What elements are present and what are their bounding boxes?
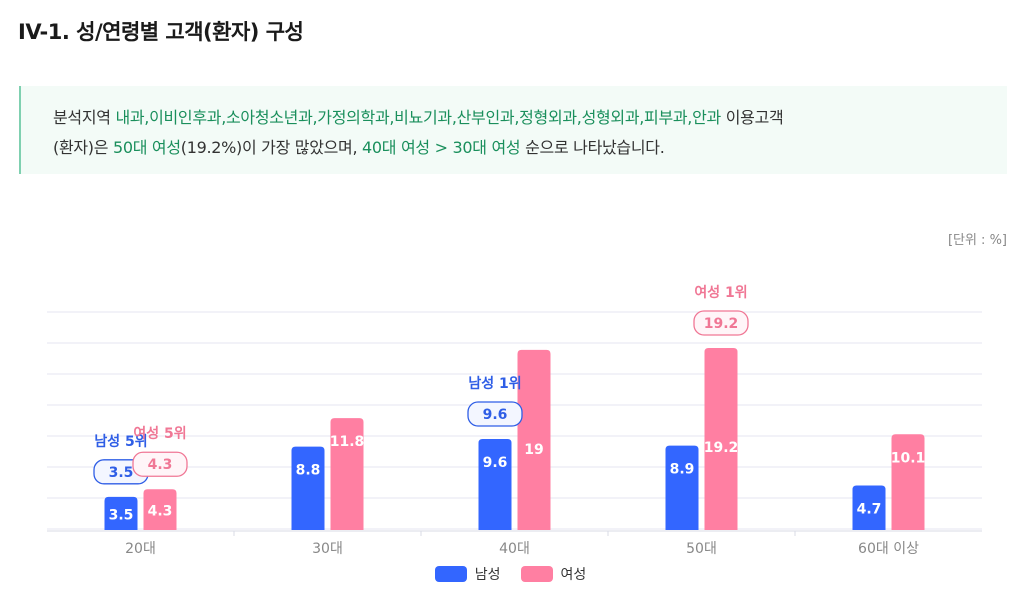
legend-swatch-female (520, 566, 553, 582)
legend-swatch-male (434, 566, 467, 582)
bar (665, 445, 699, 530)
summary-box: 분석지역 내과,이비인후과,소아청소년과,가정의학과,비뇨기과,산부인과,정형외… (19, 86, 1007, 174)
annotation-value: 19.2 (704, 316, 739, 332)
x-tick-label: 30대 (312, 541, 343, 557)
bar (517, 349, 551, 530)
bar (143, 489, 177, 530)
bar (104, 496, 138, 530)
legend-label-female: 여성 (560, 567, 587, 583)
summary-ranking: 40대 여성 > 30대 여성 (362, 138, 521, 157)
bar (891, 434, 925, 530)
annotation-rank-label: 여성 5위 (133, 425, 186, 442)
annotation-box (467, 401, 523, 427)
x-tick-label: 60대 이상 (858, 541, 919, 557)
x-tick-label: 40대 (499, 541, 530, 557)
bar (852, 485, 886, 530)
bar-value-label: 10.1 (891, 450, 926, 466)
bar (291, 446, 325, 530)
annotation-rank-label: 남성 5위 (94, 433, 147, 450)
page-title: IV-1. 성/연령별 고객(환자) 구성 (18, 20, 304, 44)
summary-top-group: 50대 여성 (112, 138, 181, 157)
summary-text-3: (환자)은 (53, 138, 113, 157)
legend-label-male: 남성 (474, 567, 501, 583)
annotation-box (132, 451, 188, 477)
annotation-rank-label: 남성 1위 (468, 375, 521, 392)
bar-value-label: 3.5 (109, 507, 134, 523)
bar-value-label: 19.2 (704, 440, 739, 456)
summary-text-2: 이용고객 (720, 108, 784, 127)
bar-value-label: 19 (524, 442, 543, 458)
summary-departments: 내과,이비인후과,소아청소년과,가정의학과,비뇨기과,산부인과,정형외과,성형외… (115, 108, 721, 127)
annotation-box (693, 310, 749, 336)
bar-value-label: 8.9 (670, 462, 695, 478)
bar-value-label: 9.6 (483, 455, 508, 471)
bar-value-label: 11.8 (330, 434, 365, 450)
unit-label: [단위 : %] (947, 233, 1007, 248)
legend-item-female[interactable]: 여성 (520, 564, 587, 584)
bar (330, 418, 364, 530)
bar-value-label: 4.7 (857, 502, 882, 518)
summary-text-4: (19.2%)이 가장 많았으며, (180, 138, 363, 157)
bar (478, 439, 512, 530)
chart-legend: 남성 여성 (0, 564, 1021, 584)
x-tick-label: 20대 (125, 541, 156, 557)
bar-value-label: 4.3 (148, 504, 173, 520)
annotation-value: 3.5 (109, 465, 134, 481)
annotation-value: 9.6 (483, 407, 508, 423)
annotation-rank-label: 여성 1위 (694, 284, 747, 301)
bar-value-label: 8.8 (296, 463, 321, 479)
summary-text-5: 순으로 나타났습니다. (520, 138, 665, 157)
legend-item-male[interactable]: 남성 (434, 564, 501, 584)
bar (704, 348, 738, 530)
x-tick-label: 50대 (686, 541, 717, 557)
annotation-value: 4.3 (148, 457, 173, 473)
summary-text-1: 분석지역 (53, 108, 116, 127)
